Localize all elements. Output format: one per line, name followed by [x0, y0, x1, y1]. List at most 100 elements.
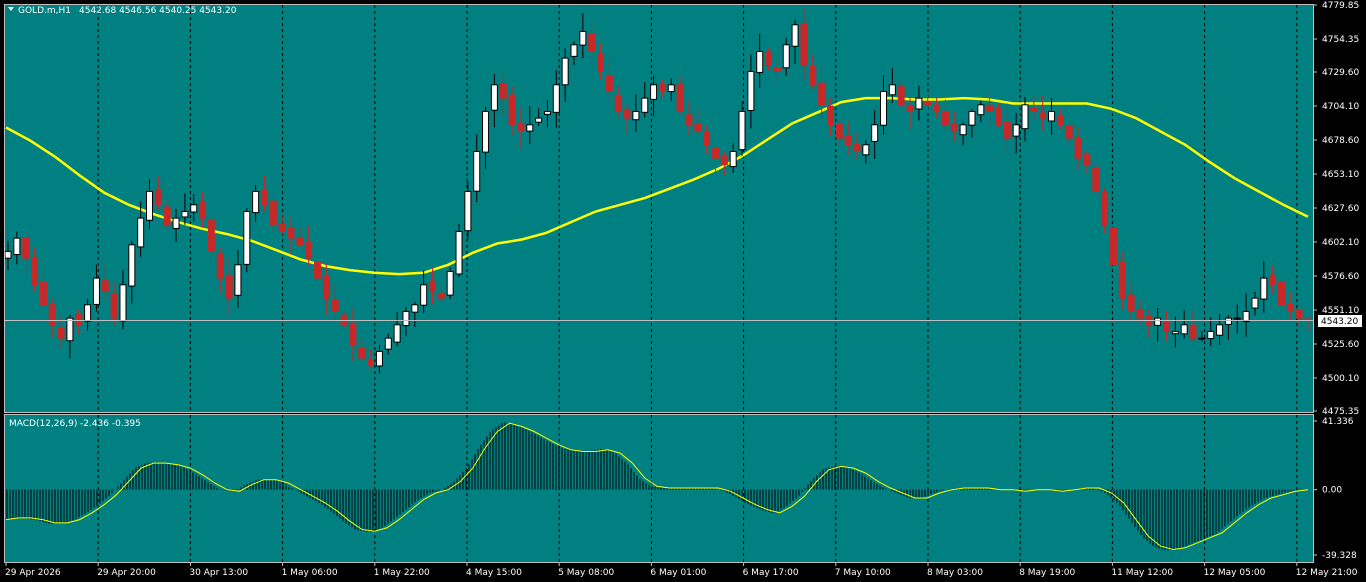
candle-body-bear	[1039, 112, 1047, 119]
candle-body-bull	[384, 337, 392, 350]
candle-body-bull	[729, 150, 737, 168]
candle-body-bull	[747, 70, 755, 111]
candle-body-bear	[1074, 137, 1082, 159]
candle-body-bear	[588, 33, 596, 52]
candle	[941, 99, 949, 131]
candle	[1233, 304, 1241, 334]
time-tick-label: 7 May 10:00	[835, 568, 891, 578]
candle	[800, 8, 808, 79]
candle-body-bear	[800, 23, 808, 66]
candle	[1216, 314, 1224, 345]
candle	[570, 41, 578, 65]
candle-body-bear	[31, 256, 39, 286]
macd-panel[interactable]: MACD(12,26,9) -2.436 -0.395	[4, 414, 1366, 563]
candle-body-bull	[959, 124, 967, 136]
candle	[252, 185, 260, 222]
macd-signal-line	[5, 422, 1309, 551]
candle	[163, 197, 171, 229]
candle-body-bear	[39, 282, 47, 306]
candle-body-bull	[579, 30, 587, 46]
price-axis[interactable]: 4779.85 4754.35 4729.60 4704.10 4678.60 4653.…	[1313, 1, 1359, 417]
time-axis[interactable]: 29 Apr 2026 29 Apr 20:00 30 Apr 13:00 1 May…	[5, 562, 1366, 578]
candle-body-bear	[269, 200, 277, 226]
macd-axis[interactable]: 41.336 0.00 -39.328	[1313, 417, 1357, 561]
candle	[641, 82, 649, 118]
candle	[446, 267, 454, 299]
candle	[464, 181, 472, 240]
time-tick-label: 1 May 06:00	[282, 568, 338, 578]
candle	[809, 54, 817, 90]
candle-body-bear	[1003, 121, 1011, 139]
candle-body-bear	[950, 123, 958, 132]
candle	[22, 234, 30, 275]
candle-body-bull	[1171, 330, 1179, 335]
candle-body-bull	[968, 110, 976, 126]
candle	[358, 337, 366, 362]
candle-body-bear	[826, 105, 834, 126]
candle-body-bull	[888, 84, 896, 96]
candle-body-bull	[667, 84, 675, 93]
candle	[455, 223, 463, 278]
candle-body-bear	[658, 83, 666, 92]
candle	[950, 110, 958, 142]
candle	[906, 97, 914, 130]
candle	[667, 78, 675, 101]
candle-body-bull	[455, 230, 463, 275]
candle-body-bear	[216, 253, 224, 279]
time-tick-label: 6 May 17:00	[743, 568, 799, 578]
candle	[924, 91, 932, 110]
candle-body-bear	[906, 105, 914, 112]
candle-body-bear	[331, 299, 339, 312]
candle	[986, 91, 994, 130]
candle	[1286, 292, 1294, 320]
candle	[1207, 317, 1215, 347]
candle	[340, 311, 348, 328]
candle-body-bull	[570, 44, 578, 57]
candle-body-bear	[941, 110, 949, 126]
candle	[826, 98, 834, 137]
candle	[1118, 252, 1126, 310]
candle-body-bull	[632, 110, 640, 121]
candle-body-bull	[66, 317, 74, 342]
candle	[181, 193, 189, 225]
candle-body-bear	[676, 84, 684, 112]
candle-body-bear	[1092, 167, 1100, 192]
time-tick-label: 11 May 12:00	[1111, 568, 1173, 578]
time-tick-label: 1 May 22:00	[374, 568, 430, 578]
macd-panel-border	[4, 414, 1314, 563]
candle-body-bear	[844, 135, 852, 146]
candle	[287, 217, 295, 255]
candle	[818, 65, 826, 118]
candle	[959, 122, 967, 146]
candle-body-bear	[924, 101, 932, 106]
candle-body-bull	[190, 204, 198, 213]
candle-body-bull	[1154, 317, 1162, 326]
triangle-down-icon[interactable]	[8, 7, 14, 11]
time-tick-label: 30 Apr 13:00	[189, 568, 248, 578]
candle-body-bull	[128, 244, 136, 287]
candle-body-bear	[605, 74, 613, 92]
candle	[623, 103, 631, 133]
candle	[597, 42, 605, 80]
candle-body-bear	[685, 114, 693, 126]
candle	[1065, 122, 1073, 145]
candle	[933, 97, 941, 119]
candle	[703, 125, 711, 154]
candle	[835, 119, 843, 148]
candle	[234, 250, 242, 309]
candle-body-bear	[1163, 320, 1171, 332]
candle-body-bull	[92, 277, 100, 305]
candle-body-bull	[420, 284, 428, 306]
candle	[269, 198, 277, 234]
price-panel[interactable]	[4, 4, 1366, 413]
candle	[658, 80, 666, 97]
candle-body-bear	[623, 109, 631, 119]
candle-body-bear	[154, 188, 162, 206]
candle-body-bull	[84, 304, 92, 322]
candle	[1127, 281, 1135, 320]
candle-body-bear	[225, 274, 233, 299]
candle	[632, 94, 640, 132]
candle	[756, 33, 764, 88]
current-price-tag-text: 4543.20	[1321, 317, 1358, 327]
